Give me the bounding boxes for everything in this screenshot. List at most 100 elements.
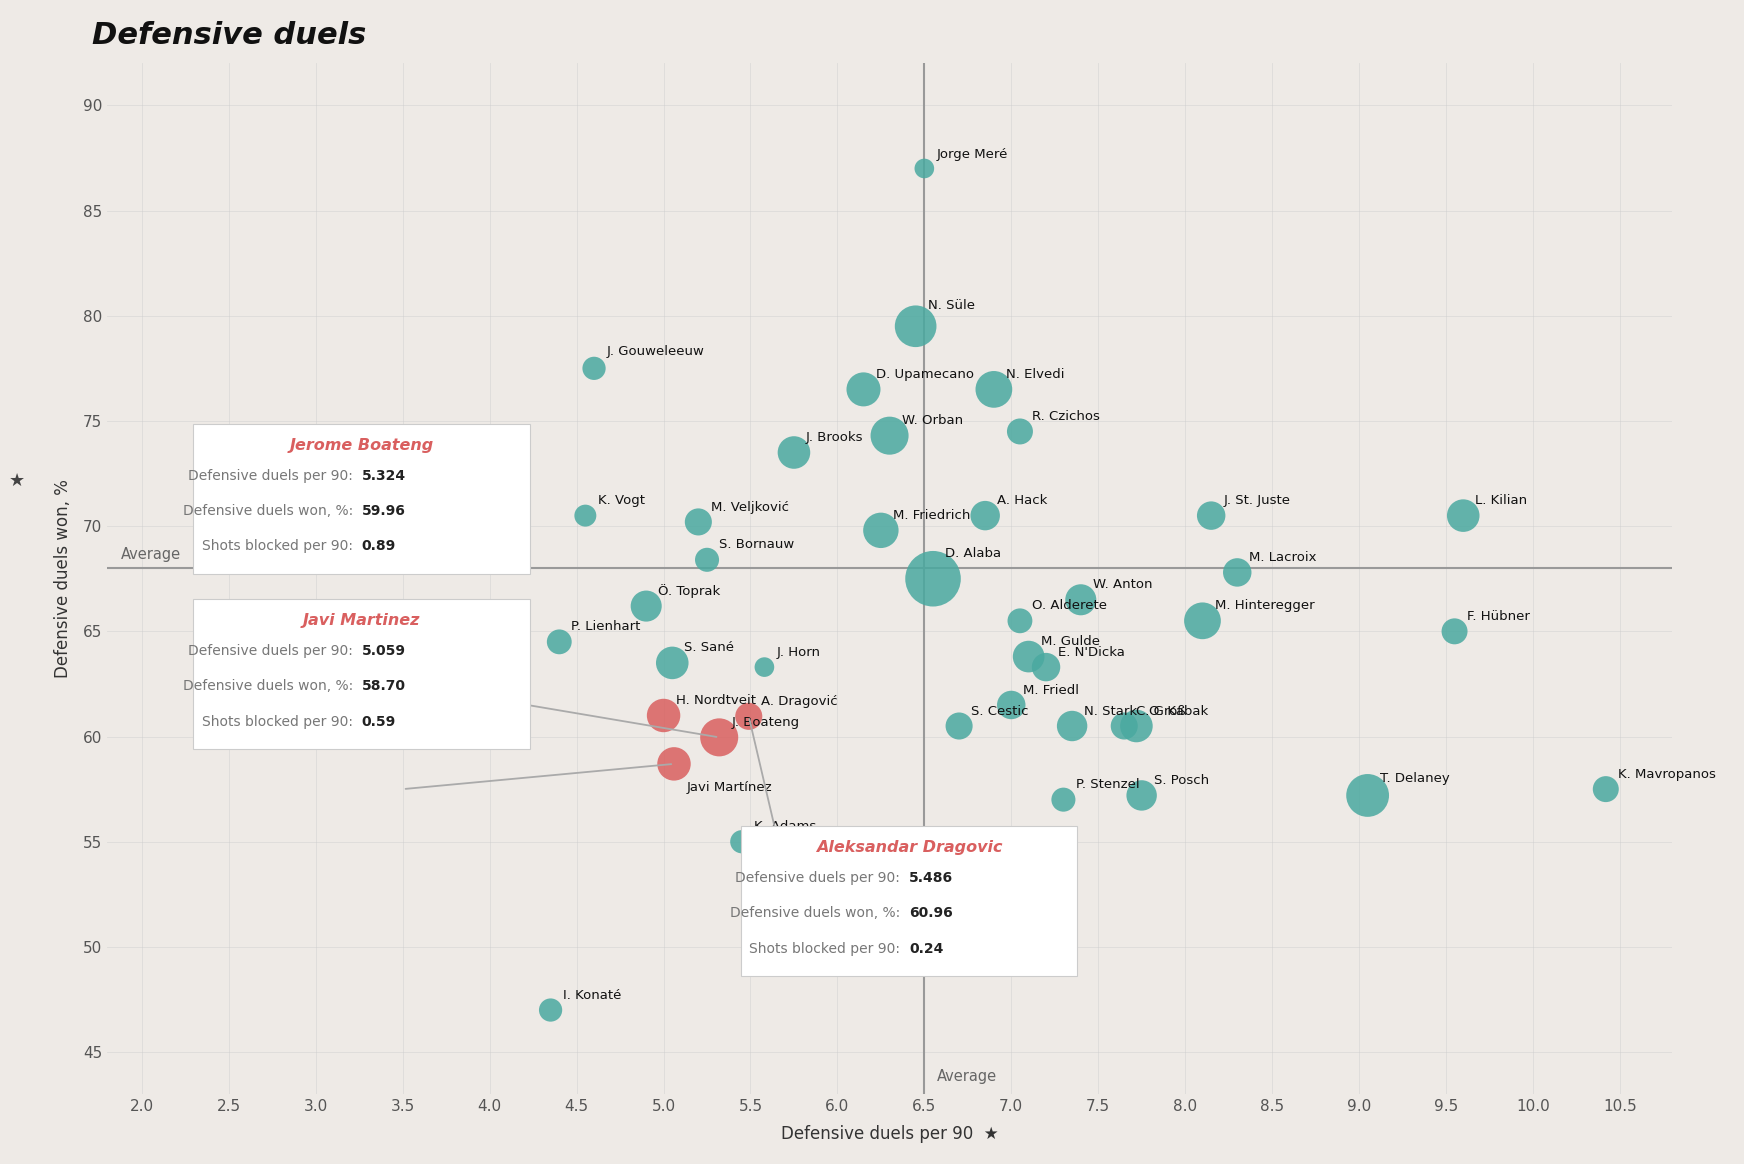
Text: D. Alaba: D. Alaba: [945, 547, 1001, 560]
Text: K. Vogt: K. Vogt: [598, 495, 645, 508]
Text: J. Brooks: J. Brooks: [806, 431, 863, 445]
Point: [1059, 717, 1087, 736]
Point: [649, 707, 677, 725]
Text: C. Groß: C. Groß: [1137, 704, 1186, 717]
Point: [1111, 717, 1139, 736]
Text: R. Czichos: R. Czichos: [1032, 410, 1100, 423]
Text: L. Kilian: L. Kilian: [1475, 495, 1528, 508]
Text: J. Gouweleeuw: J. Gouweleeuw: [607, 345, 705, 357]
Text: Shots blocked per 90:: Shots blocked per 90:: [202, 715, 361, 729]
Point: [1015, 647, 1043, 666]
Text: 0.89: 0.89: [361, 539, 396, 554]
Point: [1449, 506, 1477, 525]
Point: [902, 317, 930, 335]
Text: J. Boateng: J. Boateng: [731, 716, 799, 729]
Text: Defensive duels per 90:: Defensive duels per 90:: [188, 469, 361, 483]
Point: [971, 506, 999, 525]
Point: [572, 506, 600, 525]
Point: [1067, 590, 1095, 609]
Point: [705, 728, 732, 746]
Point: [659, 754, 687, 773]
Text: Javi Martinez: Javi Martinez: [303, 612, 420, 627]
Text: S. Posch: S. Posch: [1155, 774, 1209, 787]
Text: K. Mavropanos: K. Mavropanos: [1618, 768, 1716, 781]
Point: [875, 426, 903, 445]
Text: 5.324: 5.324: [361, 469, 406, 483]
Point: [1353, 786, 1381, 804]
Point: [1123, 717, 1151, 736]
Point: [910, 159, 938, 178]
Text: A. Hack: A. Hack: [998, 495, 1048, 508]
Text: M. Lacroix: M. Lacroix: [1249, 551, 1317, 565]
Text: Defensive duels per 90:: Defensive duels per 90:: [736, 871, 909, 885]
Point: [1050, 790, 1078, 809]
Point: [684, 512, 712, 531]
Text: S. Bornauw: S. Bornauw: [719, 539, 795, 552]
Point: [998, 696, 1025, 715]
FancyBboxPatch shape: [194, 599, 530, 748]
Text: ★: ★: [9, 471, 24, 490]
Text: Defensive duels won, %:: Defensive duels won, %:: [183, 680, 361, 694]
Text: N. Süle: N. Süle: [928, 298, 975, 312]
X-axis label: Defensive duels per 90  ★: Defensive duels per 90 ★: [781, 1126, 998, 1143]
Text: M. Friedrich: M. Friedrich: [893, 509, 970, 521]
Point: [841, 864, 869, 882]
Text: Average: Average: [937, 1069, 996, 1084]
Text: D. Upamecano: D. Upamecano: [875, 368, 973, 381]
Text: H. Nordtveit: H. Nordtveit: [675, 694, 755, 707]
Text: Defensive duels per 90:: Defensive duels per 90:: [188, 644, 361, 658]
Text: M. Friedl: M. Friedl: [1024, 683, 1080, 696]
Text: O. Kabak: O. Kabak: [1149, 704, 1209, 717]
Text: W. Anton: W. Anton: [1093, 579, 1153, 591]
Text: J. St. Juste: J. St. Juste: [1223, 495, 1291, 508]
Text: Jerome Boateng: Jerome Boateng: [290, 438, 434, 453]
Point: [692, 551, 720, 569]
Text: E. N'Dicka: E. N'Dicka: [1059, 646, 1125, 659]
Text: S. Cestic: S. Cestic: [971, 704, 1029, 717]
Text: O. Alderete: O. Alderete: [1032, 599, 1107, 612]
Text: 59.96: 59.96: [361, 504, 405, 518]
Text: J. Horn: J. Horn: [776, 646, 821, 659]
Text: P. Stenzel: P. Stenzel: [1076, 779, 1139, 792]
Point: [919, 569, 947, 588]
Text: K. Adams: K. Adams: [753, 821, 816, 833]
Point: [546, 632, 574, 651]
Point: [1128, 786, 1156, 804]
Text: Defensive duels won, %:: Defensive duels won, %:: [731, 907, 909, 921]
FancyBboxPatch shape: [194, 424, 530, 574]
Text: P. Lienhart: P. Lienhart: [572, 620, 640, 633]
Text: 5.059: 5.059: [361, 644, 406, 658]
Text: 60.96: 60.96: [909, 907, 952, 921]
Text: 5.486: 5.486: [909, 871, 954, 885]
Text: M. Ginter: M. Ginter: [389, 440, 450, 453]
Text: 0.24: 0.24: [909, 942, 944, 956]
Point: [581, 359, 609, 377]
Text: 0.59: 0.59: [361, 715, 396, 729]
Text: Javi Martínez: Javi Martínez: [685, 781, 773, 794]
Text: Shots blocked per 90:: Shots blocked per 90:: [202, 539, 361, 554]
Point: [867, 521, 895, 540]
Point: [1196, 506, 1224, 525]
FancyBboxPatch shape: [741, 826, 1078, 975]
Text: Ö. Toprak: Ö. Toprak: [659, 583, 720, 597]
Text: M. Veljković: M. Veljković: [710, 501, 788, 513]
Text: D. Boyata: D. Boyata: [249, 518, 316, 531]
Text: A. Dragović: A. Dragović: [760, 695, 837, 708]
Text: M. Hinteregger: M. Hinteregger: [1214, 599, 1315, 612]
Text: Average: Average: [120, 547, 181, 562]
Text: I. Konaté: I. Konaté: [563, 988, 621, 1002]
Text: Defensive duels: Defensive duels: [92, 21, 366, 50]
Point: [363, 454, 391, 473]
Text: Defensive duels won, %:: Defensive duels won, %:: [183, 504, 361, 518]
Text: Shots blocked per 90:: Shots blocked per 90:: [750, 942, 909, 956]
Point: [1441, 622, 1468, 640]
Point: [633, 597, 661, 616]
Point: [223, 491, 251, 510]
Text: 58.70: 58.70: [361, 680, 406, 694]
Text: R. Bensebaini: R. Bensebaini: [867, 852, 957, 865]
Point: [1006, 423, 1034, 441]
Text: Aleksandar Dragovic: Aleksandar Dragovic: [816, 839, 1003, 854]
Text: N. Stark: N. Stark: [1085, 704, 1137, 717]
Point: [1592, 780, 1620, 799]
Point: [657, 653, 685, 672]
